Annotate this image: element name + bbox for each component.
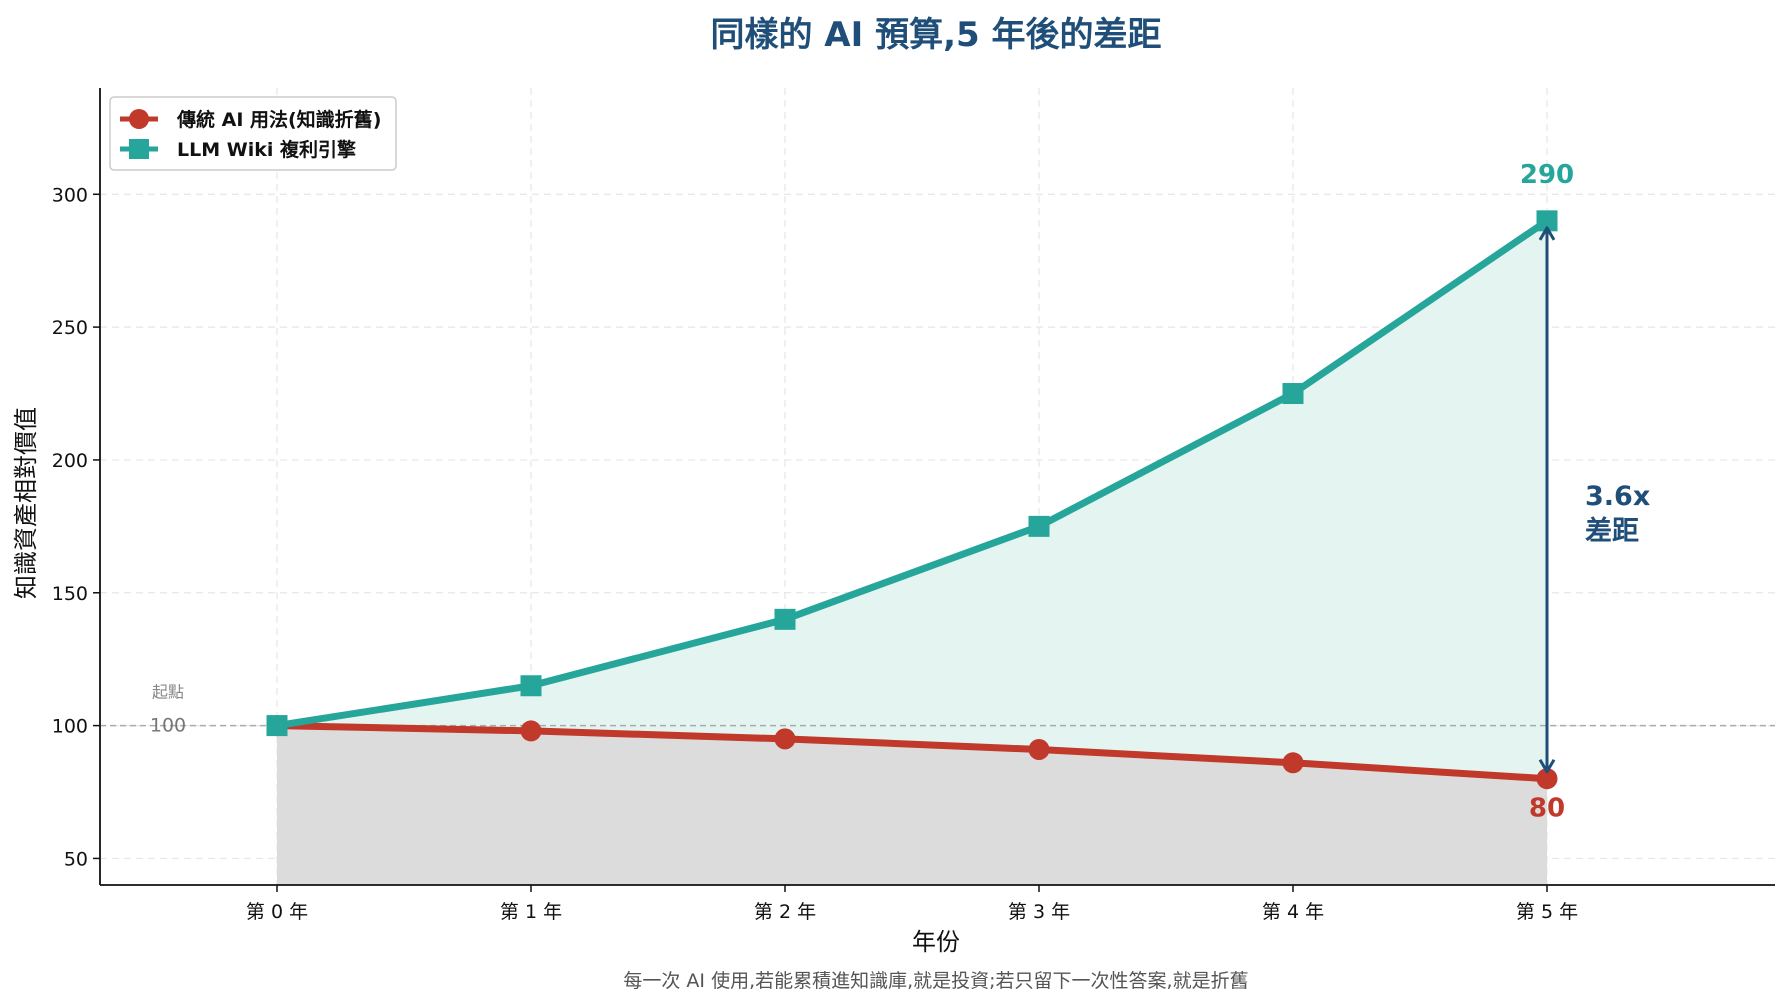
baseline-label: 起點 — [152, 683, 184, 702]
legend: 傳統 AI 用法(知識折舊) LLM Wiki 複利引擎 — [109, 96, 397, 171]
series-0-point-2 — [774, 728, 796, 750]
x-tick-label-3: 第 3 年 — [1008, 901, 1070, 923]
series-1-point-3 — [1028, 515, 1050, 537]
y-tick-label-1: 100 — [52, 716, 88, 738]
series-0-point-5 — [1536, 768, 1558, 790]
y-axis-label: 知識資產相對價值 — [12, 407, 40, 599]
y-tick-label-0: 50 — [64, 848, 88, 870]
y-tick-label-3: 200 — [52, 450, 88, 472]
series-0-point-1 — [520, 720, 542, 742]
series-1-point-0 — [266, 715, 288, 737]
baseline: 起點 100 — [100, 683, 1775, 737]
y-tick-label-2: 150 — [52, 583, 88, 605]
series-line-0 — [273, 722, 1551, 783]
series-group — [266, 210, 1558, 790]
x-tick-label-5: 第 5 年 — [1516, 901, 1578, 923]
gap-arrow-head-top — [1538, 226, 1556, 241]
area-fill-gap — [277, 220, 1547, 779]
axes — [99, 88, 1775, 886]
x-tick-label-0: 第 0 年 — [246, 901, 308, 923]
x-tick-label-1: 第 1 年 — [500, 901, 562, 923]
x-tick-label-2: 第 2 年 — [754, 901, 816, 923]
legend-label-1: LLM Wiki 複利引擎 — [177, 138, 356, 161]
chart-title: 同樣的 AI 預算,5 年後的差距 — [710, 15, 1161, 55]
series-1-point-2 — [774, 608, 796, 630]
series-1-point-5 — [1536, 210, 1558, 232]
series-1-point-4 — [1282, 383, 1304, 405]
end-label-teal: 290 — [1520, 160, 1574, 190]
series-0-point-3 — [1028, 739, 1050, 761]
gap-annotation-line2: 差距 — [1585, 515, 1639, 547]
series-line-1 — [273, 217, 1551, 730]
gap-annotation-line1: 3.6x — [1585, 481, 1650, 512]
ticks: 50 100 150 200 250 300 第 0 年 第 1 年 第 2 年 第 3 年 第 4… — [52, 184, 1578, 923]
x-axis-label: 年份 — [912, 928, 960, 956]
series-0-point-4 — [1282, 752, 1304, 774]
series-1-point-1 — [520, 675, 542, 697]
baseline-value-label: 100 — [150, 715, 186, 737]
legend-label-0: 傳統 AI 用法(知識折舊) — [176, 108, 381, 131]
area-fill-baseline — [277, 725, 1547, 885]
end-label-red: 80 — [1529, 794, 1565, 824]
legend-box — [109, 96, 397, 171]
gap-arrow-head-bottom — [1538, 758, 1556, 774]
y-tick-label-5: 300 — [52, 184, 88, 206]
legend-marker-0 — [129, 109, 149, 129]
area-fills — [277, 220, 1547, 885]
footnote: 每一次 AI 使用,若能累積進知識庫,就是投資;若只留下一次性答案,就是折舊 — [623, 970, 1248, 992]
y-tick-label-4: 250 — [52, 317, 88, 339]
legend-marker-1 — [129, 139, 149, 159]
x-tick-label-4: 第 4 年 — [1262, 901, 1324, 923]
